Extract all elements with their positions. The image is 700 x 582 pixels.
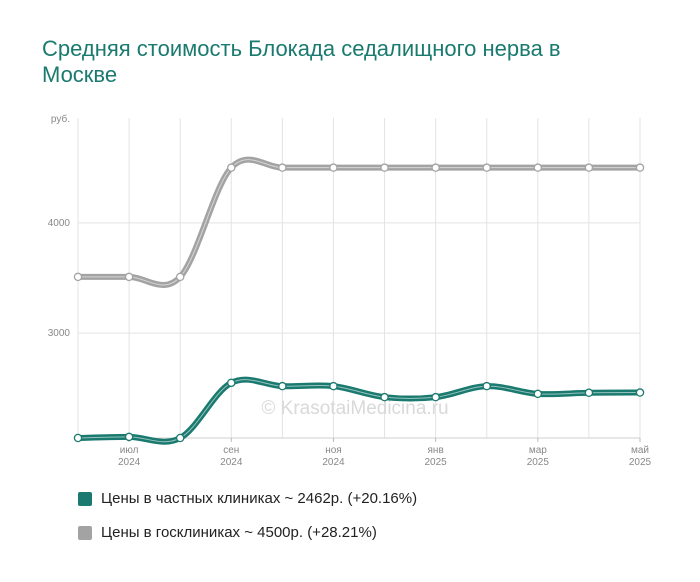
data-point	[227, 378, 236, 388]
data-point	[482, 163, 491, 172]
data-point	[124, 272, 134, 282]
data-point	[73, 433, 83, 443]
data-point	[227, 163, 236, 172]
data-point	[175, 433, 185, 443]
y-tick-label: 3000	[48, 328, 71, 339]
x-tick-label-year: 2024	[322, 457, 345, 468]
y-axis-unit-label: руб.	[51, 113, 70, 125]
data-point	[482, 381, 491, 391]
x-tick-label-month: ноя	[325, 445, 342, 456]
data-point	[73, 272, 83, 282]
legend-item-public: Цены в госклиниках ~ 4500р. (+28.21%)	[78, 524, 377, 541]
data-point	[124, 432, 134, 442]
x-tick-label-month: сен	[223, 445, 239, 456]
x-tick-label-month: май	[631, 445, 649, 456]
legend-swatch-private	[78, 491, 92, 506]
y-tick-label: 4000	[48, 218, 71, 229]
axis-ticks: 30004000руб.июл2024сен2024ноя2024янв2025…	[48, 113, 652, 468]
data-point	[635, 388, 645, 397]
data-point	[278, 381, 287, 391]
data-point	[175, 272, 185, 282]
data-point	[533, 389, 543, 399]
x-tick-label-year: 2025	[527, 457, 550, 468]
x-tick-label-month: мар	[529, 445, 547, 456]
x-tick-label-year: 2025	[425, 457, 448, 468]
legend-label-public: Цены в госклиниках ~ 4500р. (+28.21%)	[101, 524, 377, 541]
data-point	[533, 163, 543, 172]
data-point	[635, 163, 645, 172]
series-line-1	[75, 156, 643, 288]
x-tick-label-year: 2024	[118, 457, 141, 468]
legend-item-private: Цены в частных клиниках ~ 2462р. (+20.16…	[78, 490, 417, 507]
legend-swatch-public	[78, 525, 92, 540]
chart-title: Средняя стоимость Блокада седалищного не…	[42, 36, 561, 87]
data-point	[329, 381, 338, 391]
legend-label-private: Цены в частных клиниках ~ 2462р. (+20.16…	[101, 490, 418, 507]
x-tick-label-year: 2024	[220, 457, 243, 468]
x-tick-label-year: 2025	[629, 457, 652, 468]
data-point	[278, 163, 287, 172]
data-point	[380, 163, 389, 172]
x-tick-label-month: янв	[428, 445, 444, 456]
data-point	[380, 392, 389, 402]
data-point	[329, 163, 338, 172]
data-point	[584, 388, 594, 398]
data-point	[431, 392, 440, 402]
watermark: © KrasotaiMedicina.ru	[261, 398, 448, 419]
series-line-highlight-1	[77, 159, 640, 286]
x-tick-label-month: июл	[120, 445, 139, 456]
data-point	[584, 163, 594, 172]
data-point	[431, 163, 440, 172]
series-points	[73, 163, 645, 443]
